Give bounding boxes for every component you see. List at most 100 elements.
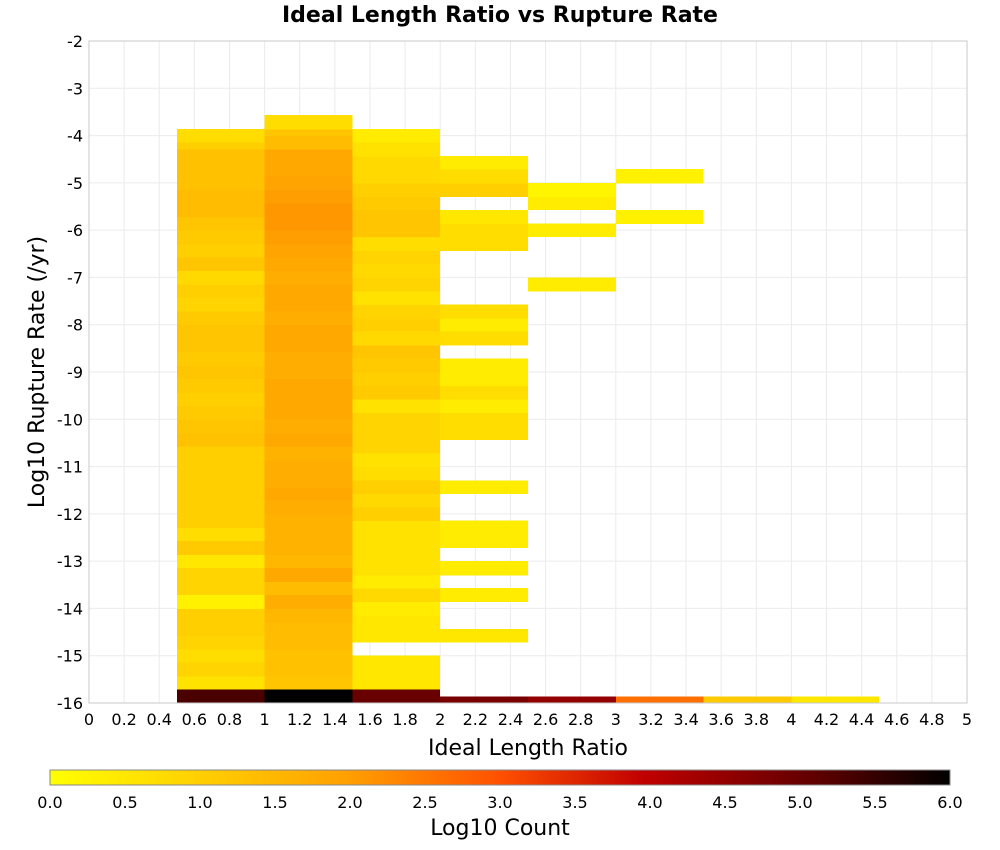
heatmap-cell — [352, 331, 441, 346]
heatmap-cell — [176, 554, 265, 569]
heatmap-cell — [352, 291, 441, 305]
heatmap-cell — [440, 520, 528, 535]
heatmap-cell — [176, 446, 265, 461]
heatmap-cell — [352, 358, 441, 373]
heatmap-cell — [176, 500, 265, 515]
colorbar-tick-label: 1.5 — [262, 793, 287, 812]
heatmap-cell — [264, 128, 353, 136]
x-tick-label: 2 — [435, 710, 445, 729]
heatmap-cell — [264, 176, 353, 190]
heatmap-cell — [352, 169, 441, 184]
heatmap-cell — [176, 365, 265, 380]
colorbar-label: Log10 Count — [430, 816, 570, 841]
heatmap-cell — [352, 142, 441, 157]
heatmap-cell — [440, 169, 528, 184]
heatmap-cell — [264, 115, 353, 130]
heatmap-cell — [264, 284, 353, 299]
x-tick-label: 4.4 — [849, 710, 874, 729]
heatmap-cell — [176, 486, 265, 501]
heatmap-cell — [264, 500, 353, 515]
heatmap-cell — [352, 601, 441, 616]
heatmap-cell — [440, 588, 528, 603]
x-tick-label: 4.8 — [919, 710, 944, 729]
heatmap-cell — [440, 561, 528, 576]
heatmap-cell — [615, 696, 704, 704]
heatmap-cell — [176, 662, 265, 677]
heatmap-cell — [352, 223, 441, 238]
heatmap-cell — [264, 378, 353, 393]
heatmap-cell — [791, 696, 880, 704]
heatmap-cell — [264, 594, 353, 609]
heatmap-cell — [352, 520, 441, 535]
heatmap-cell — [352, 561, 441, 576]
x-tick-label: 2.8 — [568, 710, 593, 729]
colorbar-tick-label: 2.5 — [412, 793, 437, 812]
heatmap-cell — [176, 324, 265, 339]
colorbar-tick-label: 4.5 — [712, 793, 737, 812]
heatmap-cell — [440, 331, 528, 346]
heatmap-cell — [352, 547, 441, 562]
heatmap-cell — [176, 351, 265, 366]
colorbar-tick-label: 5.5 — [862, 793, 887, 812]
x-tick-label: 0.2 — [111, 710, 136, 729]
heatmap-cell — [176, 432, 265, 447]
heatmap-cell — [176, 176, 265, 190]
heatmap-cell — [264, 513, 353, 528]
colorbar-gradient — [49, 769, 951, 786]
x-tick-label: 0.6 — [182, 710, 207, 729]
colorbar-tick-label: 3.0 — [487, 793, 512, 812]
heatmap-cell — [352, 182, 441, 197]
x-tick-label: 1.4 — [322, 710, 347, 729]
heatmap-cell — [528, 277, 616, 292]
heatmap-cell — [528, 182, 616, 197]
heatmap-cell — [264, 216, 353, 231]
heatmap-cell — [264, 189, 353, 204]
colorbar-tick-label: 6.0 — [937, 793, 962, 812]
heatmap-cell — [264, 540, 353, 555]
heatmap-cell — [264, 257, 353, 272]
heatmap-cell — [440, 182, 528, 197]
heatmap-cell — [176, 635, 265, 650]
x-tick-label: 2.2 — [463, 710, 488, 729]
x-tick-label: 4.2 — [814, 710, 839, 729]
heatmap-cell — [352, 628, 441, 643]
x-tick-label: 3 — [611, 710, 621, 729]
heatmap-cell — [264, 649, 353, 663]
heatmap-cell — [352, 209, 441, 224]
heatmap-cell — [176, 405, 265, 420]
heatmap-cell — [176, 594, 265, 609]
heatmap-cell — [615, 169, 704, 184]
heatmap-cell — [352, 480, 441, 494]
colorbar-ticks: 0.0 0.5 1.0 1.5 2.0 2.5 3.0 3.5 4.0 4.5 5.0 5.5 6.0 — [37, 793, 962, 812]
heatmap-cell — [440, 318, 528, 332]
heatmap-cell — [176, 216, 265, 231]
x-tick-label: 1.2 — [287, 710, 312, 729]
heatmap-cell — [440, 209, 528, 224]
heatmap-cell — [352, 493, 441, 508]
heatmap-cell — [352, 277, 441, 292]
heatmap-cell — [440, 628, 528, 643]
heatmap-cell — [176, 311, 265, 326]
heatmap-cell — [264, 635, 353, 650]
colorbar-tick-label: 1.0 — [187, 793, 212, 812]
heatmap-cell — [264, 405, 353, 420]
colorbar-tick-label: 2.0 — [337, 793, 362, 812]
heatmap-cell — [352, 452, 441, 467]
heatmap-cell — [176, 622, 265, 636]
heatmap-cell — [176, 203, 265, 217]
x-tick-label: 1 — [260, 710, 270, 729]
colorbar-tick-label: 0.0 — [37, 793, 62, 812]
heatmap-cell — [352, 385, 441, 400]
y-tick-label: -11 — [57, 458, 83, 477]
heatmap-cell — [352, 345, 441, 359]
heatmap-cell — [176, 243, 265, 258]
y-tick-label: -14 — [57, 599, 83, 618]
y-tick-label: -8 — [67, 316, 83, 335]
y-tick-label: -5 — [67, 174, 83, 193]
y-axis-ticks: -2 -3 -4 -5 -6 -7 -8 -9 -10 -11 -12 -13 -14 -15 -16 — [57, 32, 83, 713]
y-tick-label: -7 — [67, 268, 83, 287]
heatmap-cell — [176, 676, 265, 690]
heatmap-cell — [264, 486, 353, 501]
heatmap-cell — [440, 385, 528, 400]
heatmap-cell — [264, 351, 353, 366]
